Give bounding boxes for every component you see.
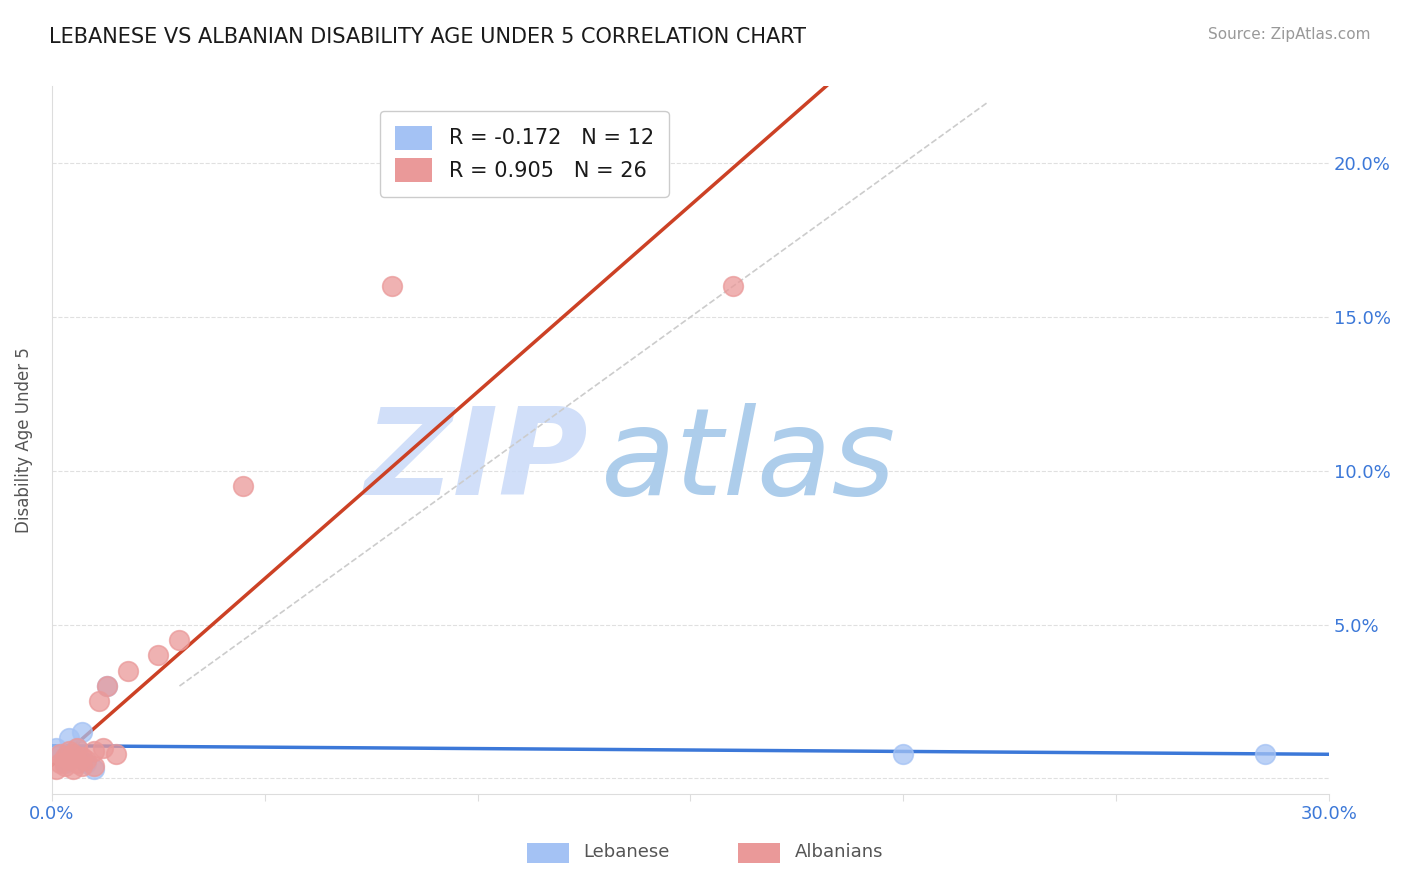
Text: Lebanese: Lebanese: [583, 843, 669, 861]
Text: atlas: atlas: [600, 402, 897, 520]
Point: [91, 740, 114, 755]
Point: [49, 747, 72, 761]
Point: [381, 279, 404, 293]
Y-axis label: Disability Age Under 5: Disability Age Under 5: [15, 347, 32, 533]
Point: [83, 759, 105, 773]
Point: [66, 740, 89, 755]
Text: ZIP: ZIP: [364, 402, 588, 520]
Point: [62, 762, 84, 776]
Point: [58, 731, 80, 746]
Point: [66, 740, 89, 755]
Point: [45, 762, 67, 776]
Point: [83, 744, 105, 758]
Point: [62, 749, 84, 764]
Point: [96, 679, 118, 693]
Point: [96, 679, 118, 693]
Legend: R = -0.172   N = 12, R = 0.905   N = 26: R = -0.172 N = 12, R = 0.905 N = 26: [380, 111, 669, 196]
Point: [75, 753, 97, 767]
Point: [58, 753, 80, 767]
Point: [1254, 747, 1277, 761]
Text: Albanians: Albanians: [794, 843, 883, 861]
Point: [45, 740, 67, 755]
Point: [83, 762, 105, 776]
Point: [104, 747, 127, 761]
Point: [66, 756, 89, 770]
Point: [87, 694, 110, 708]
Point: [169, 632, 191, 647]
Point: [53, 756, 76, 770]
Text: LEBANESE VS ALBANIAN DISABILITY AGE UNDER 5 CORRELATION CHART: LEBANESE VS ALBANIAN DISABILITY AGE UNDE…: [49, 27, 806, 46]
Point: [75, 756, 97, 770]
Point: [53, 749, 76, 764]
Point: [721, 279, 744, 293]
Point: [53, 759, 76, 773]
Point: [117, 664, 139, 678]
Point: [232, 479, 254, 493]
Point: [49, 756, 72, 770]
Point: [70, 749, 93, 764]
Point: [891, 747, 914, 761]
Point: [62, 747, 84, 761]
Text: Source: ZipAtlas.com: Source: ZipAtlas.com: [1208, 27, 1371, 42]
Point: [58, 744, 80, 758]
Point: [70, 725, 93, 739]
Point: [49, 747, 72, 761]
Point: [148, 648, 170, 663]
Point: [70, 759, 93, 773]
